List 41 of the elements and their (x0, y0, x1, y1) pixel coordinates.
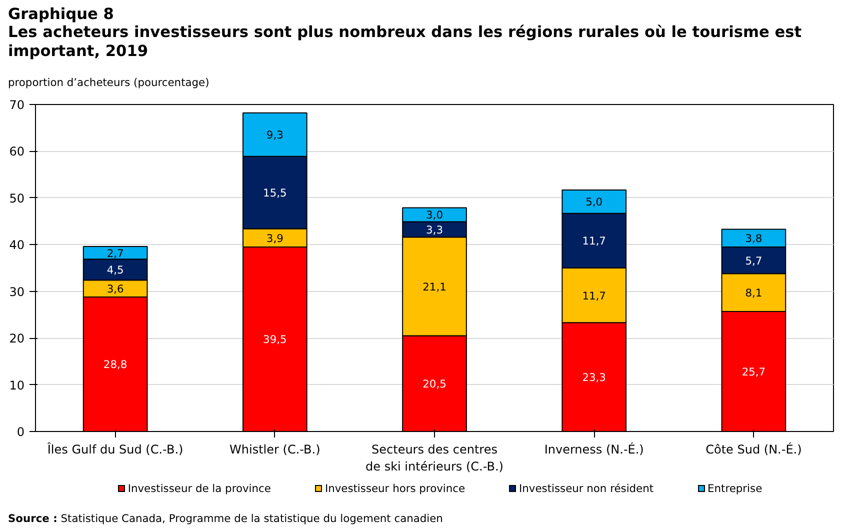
legend-label: Entreprise (706, 481, 762, 496)
legend-label: Investisseur de la province (126, 481, 271, 496)
data-label: 21,1 (422, 280, 446, 294)
y-tick-label: 10 (9, 378, 25, 392)
x-tick-label: Îles Gulf du Sud (C.-B.) (47, 442, 184, 456)
legend-label: Investisseur hors province (324, 481, 466, 496)
data-label: 3,6 (106, 282, 124, 296)
data-label: 28,8 (103, 358, 128, 372)
x-tick-label: Inverness (N.-É.) (544, 442, 644, 456)
source-note: Source : Statistique Canada, Programme de la statistique du logement canadien (8, 511, 443, 526)
legend-label: Investisseur non résident (518, 481, 654, 496)
data-label: 4,5 (106, 264, 124, 277)
data-label: 2,7 (106, 246, 124, 260)
y-tick-label: 20 (9, 332, 25, 346)
data-label: 11,7 (582, 289, 606, 302)
data-label: 5,0 (586, 196, 603, 209)
y-axis-title: proportion d’acheteurs (pourcentage) (8, 75, 210, 90)
chart-subtitle: Les acheteurs investisseurs sont plus nombreux dans les régions rurales où le tourisme est important, 2019 (8, 23, 802, 60)
data-label: 5,7 (745, 254, 762, 268)
y-tick-label: 50 (9, 191, 25, 206)
x-tick-label: Secteurs des centres de ski intérieurs (C.-B.) (366, 442, 504, 474)
data-label: 15,5 (263, 186, 287, 200)
data-label: 3,9 (266, 232, 284, 245)
data-label: 20,5 (422, 378, 446, 391)
data-label: 3,0 (426, 208, 444, 222)
y-tick-label: 60 (9, 144, 25, 159)
data-label: 39,5 (263, 333, 287, 346)
x-tick-label: Whistler (C.-B.) (230, 442, 320, 456)
y-tick-label: 0 (16, 425, 25, 439)
y-tick-label: 40 (9, 238, 25, 252)
data-label: 9,3 (266, 128, 284, 142)
data-label: 3,8 (745, 232, 762, 246)
y-tick-label: 30 (9, 284, 25, 299)
data-label: 25,7 (742, 365, 766, 378)
data-label: 3,3 (426, 223, 443, 236)
chart-title: Graphique 8 (8, 5, 114, 23)
data-label: 11,7 (582, 234, 606, 248)
y-tick-label: 70 (9, 98, 25, 112)
x-tick-label: Côte Sud (N.-É.) (706, 442, 802, 456)
data-label: 23,3 (582, 371, 606, 384)
data-label: 8,1 (745, 286, 762, 300)
